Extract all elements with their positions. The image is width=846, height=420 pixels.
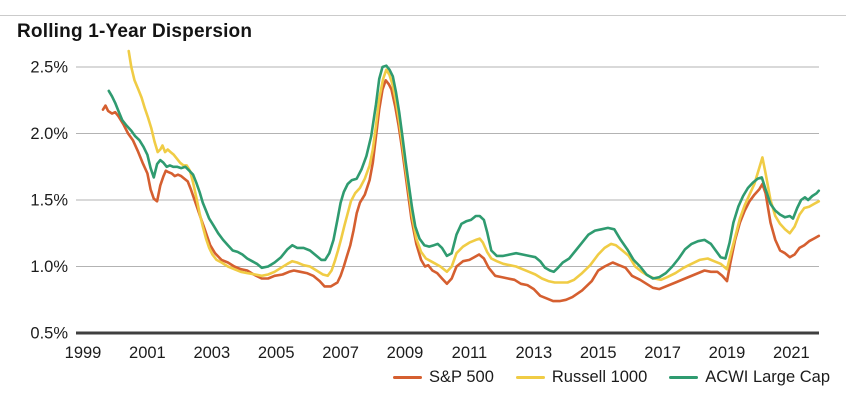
x-axis-label: 2021 bbox=[773, 344, 810, 362]
legend-label-sp500: S&P 500 bbox=[429, 368, 494, 386]
x-axis-label: 2005 bbox=[258, 344, 295, 362]
legend: S&P 500 Russell 1000 ACWI Large Cap bbox=[393, 368, 830, 387]
x-axis-labels: 1999 2001 2003 2005 2007 2009 2011 2013 2015 2017… bbox=[65, 344, 810, 362]
top-divider bbox=[0, 15, 846, 16]
series-line-acwi-large-cap bbox=[107, 64, 821, 280]
x-axis-label: 2019 bbox=[709, 344, 746, 362]
y-axis-labels: 2.5% 2.0% 1.5% 1.0% 0.5% bbox=[30, 59, 68, 343]
legend-item-russell1000: Russell 1000 bbox=[515, 368, 648, 387]
x-axis-label: 2001 bbox=[129, 344, 166, 362]
chart-title: Rolling 1-Year Dispersion bbox=[17, 21, 253, 42]
x-axis-label: 1999 bbox=[65, 344, 102, 362]
x-axis-label: 2013 bbox=[515, 344, 552, 362]
x-axis-label: 2017 bbox=[644, 344, 681, 362]
y-axis-label: 2.0% bbox=[30, 125, 68, 143]
legend-label-russell1000: Russell 1000 bbox=[551, 368, 648, 386]
sp500-line-swatch bbox=[393, 376, 423, 379]
series-lines bbox=[101, 49, 821, 303]
x-axis-label: 2015 bbox=[580, 344, 617, 362]
gridlines bbox=[76, 66, 819, 335]
y-axis-label: 1.0% bbox=[30, 258, 68, 276]
x-axis-label: 2011 bbox=[452, 344, 487, 362]
russell1000-line-swatch bbox=[515, 376, 545, 379]
y-axis-label: 2.5% bbox=[30, 59, 68, 77]
x-axis-label: 2003 bbox=[193, 344, 230, 362]
x-axis-label: 2009 bbox=[387, 344, 424, 362]
legend-item-sp500: S&P 500 bbox=[393, 368, 494, 387]
y-axis-label: 0.5% bbox=[30, 325, 68, 343]
series-line-s-p-500 bbox=[101, 79, 821, 303]
acwi-line-swatch bbox=[669, 376, 699, 379]
legend-label-acwi: ACWI Large Cap bbox=[705, 368, 830, 386]
legend-item-acwi: ACWI Large Cap bbox=[669, 368, 830, 387]
x-axis-label: 2007 bbox=[322, 344, 359, 362]
y-axis-label: 1.5% bbox=[30, 192, 68, 210]
